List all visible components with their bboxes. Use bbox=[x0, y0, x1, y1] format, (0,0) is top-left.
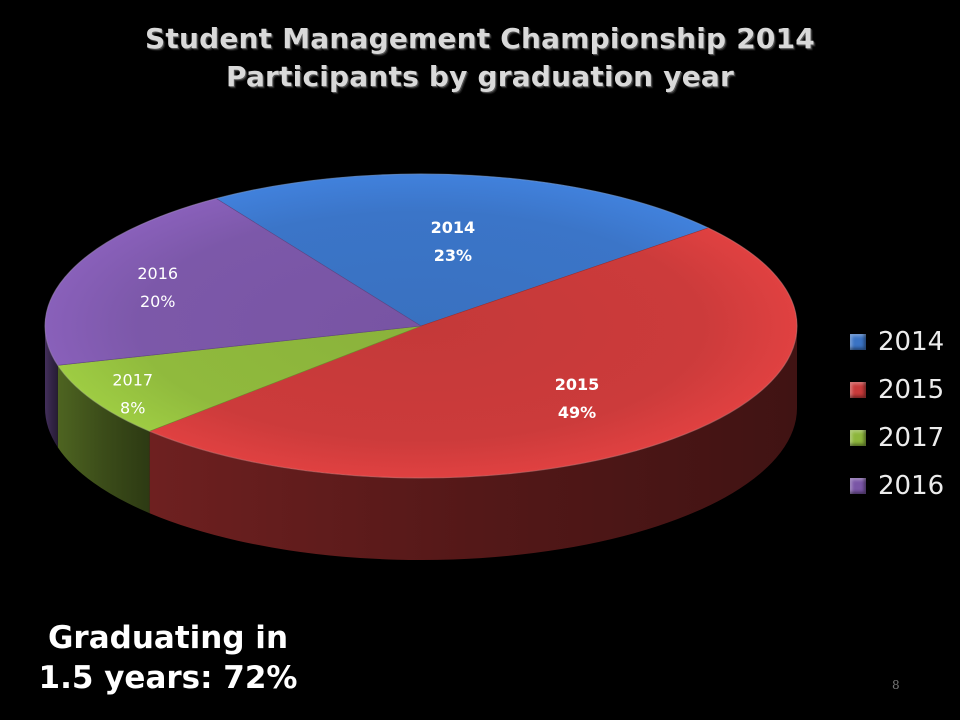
chart-subtitle: Participants by graduation year bbox=[225, 60, 735, 93]
data-label-year-2015: 2015 bbox=[555, 375, 600, 394]
data-label-percent-2015: 49% bbox=[558, 403, 596, 422]
pie-side-2017 bbox=[57, 365, 150, 514]
data-label-percent-2016: 20% bbox=[140, 292, 176, 311]
legend-item-2016: 2016 bbox=[850, 462, 960, 510]
pie-side-2016 bbox=[45, 326, 58, 448]
pie-labels: 2014 23% 2015 49% 2017 8% 2016 20% bbox=[112, 218, 599, 422]
legend-label-2015: 2015 bbox=[878, 375, 945, 405]
legend-label-2016: 2016 bbox=[878, 471, 945, 501]
page-number: 8 bbox=[892, 678, 900, 692]
pie-slice-2014 bbox=[215, 173, 709, 327]
data-label-percent-2014: 23% bbox=[434, 246, 472, 265]
pie-slice-2016 bbox=[44, 198, 422, 366]
pie-rim bbox=[44, 173, 798, 479]
chart-title: Student Management Championship 2014 bbox=[145, 22, 815, 55]
callout-line-2: 1.5 years: 72% bbox=[38, 660, 298, 696]
legend-swatch-2016 bbox=[850, 478, 866, 494]
legend-item-2017: 2017 bbox=[850, 414, 960, 462]
pie-slices bbox=[44, 173, 798, 479]
legend-item-2015: 2015 bbox=[850, 366, 960, 414]
legend-swatch-2014 bbox=[850, 334, 866, 350]
legend-item-2014: 2014 bbox=[850, 318, 960, 366]
callout-line-1: Graduating in bbox=[47, 620, 289, 656]
legend: 2014 2015 2017 2016 bbox=[850, 318, 960, 510]
pie-side-2015 bbox=[149, 326, 797, 560]
legend-swatch-2015 bbox=[850, 382, 866, 398]
legend-label-2017: 2017 bbox=[878, 423, 945, 453]
data-label-year-2016: 2016 bbox=[137, 264, 178, 283]
graduation-callout: Graduating in 1.5 years: 72% bbox=[18, 618, 318, 698]
data-label-year-2014: 2014 bbox=[431, 218, 476, 237]
data-label-year-2017: 2017 bbox=[112, 371, 153, 390]
data-label-percent-2017: 8% bbox=[120, 399, 145, 418]
pie-sides bbox=[45, 326, 797, 560]
legend-swatch-2017 bbox=[850, 430, 866, 446]
pie-slice-2015 bbox=[148, 227, 798, 479]
pie-slice-2017 bbox=[57, 325, 422, 432]
legend-label-2014: 2014 bbox=[878, 327, 945, 357]
